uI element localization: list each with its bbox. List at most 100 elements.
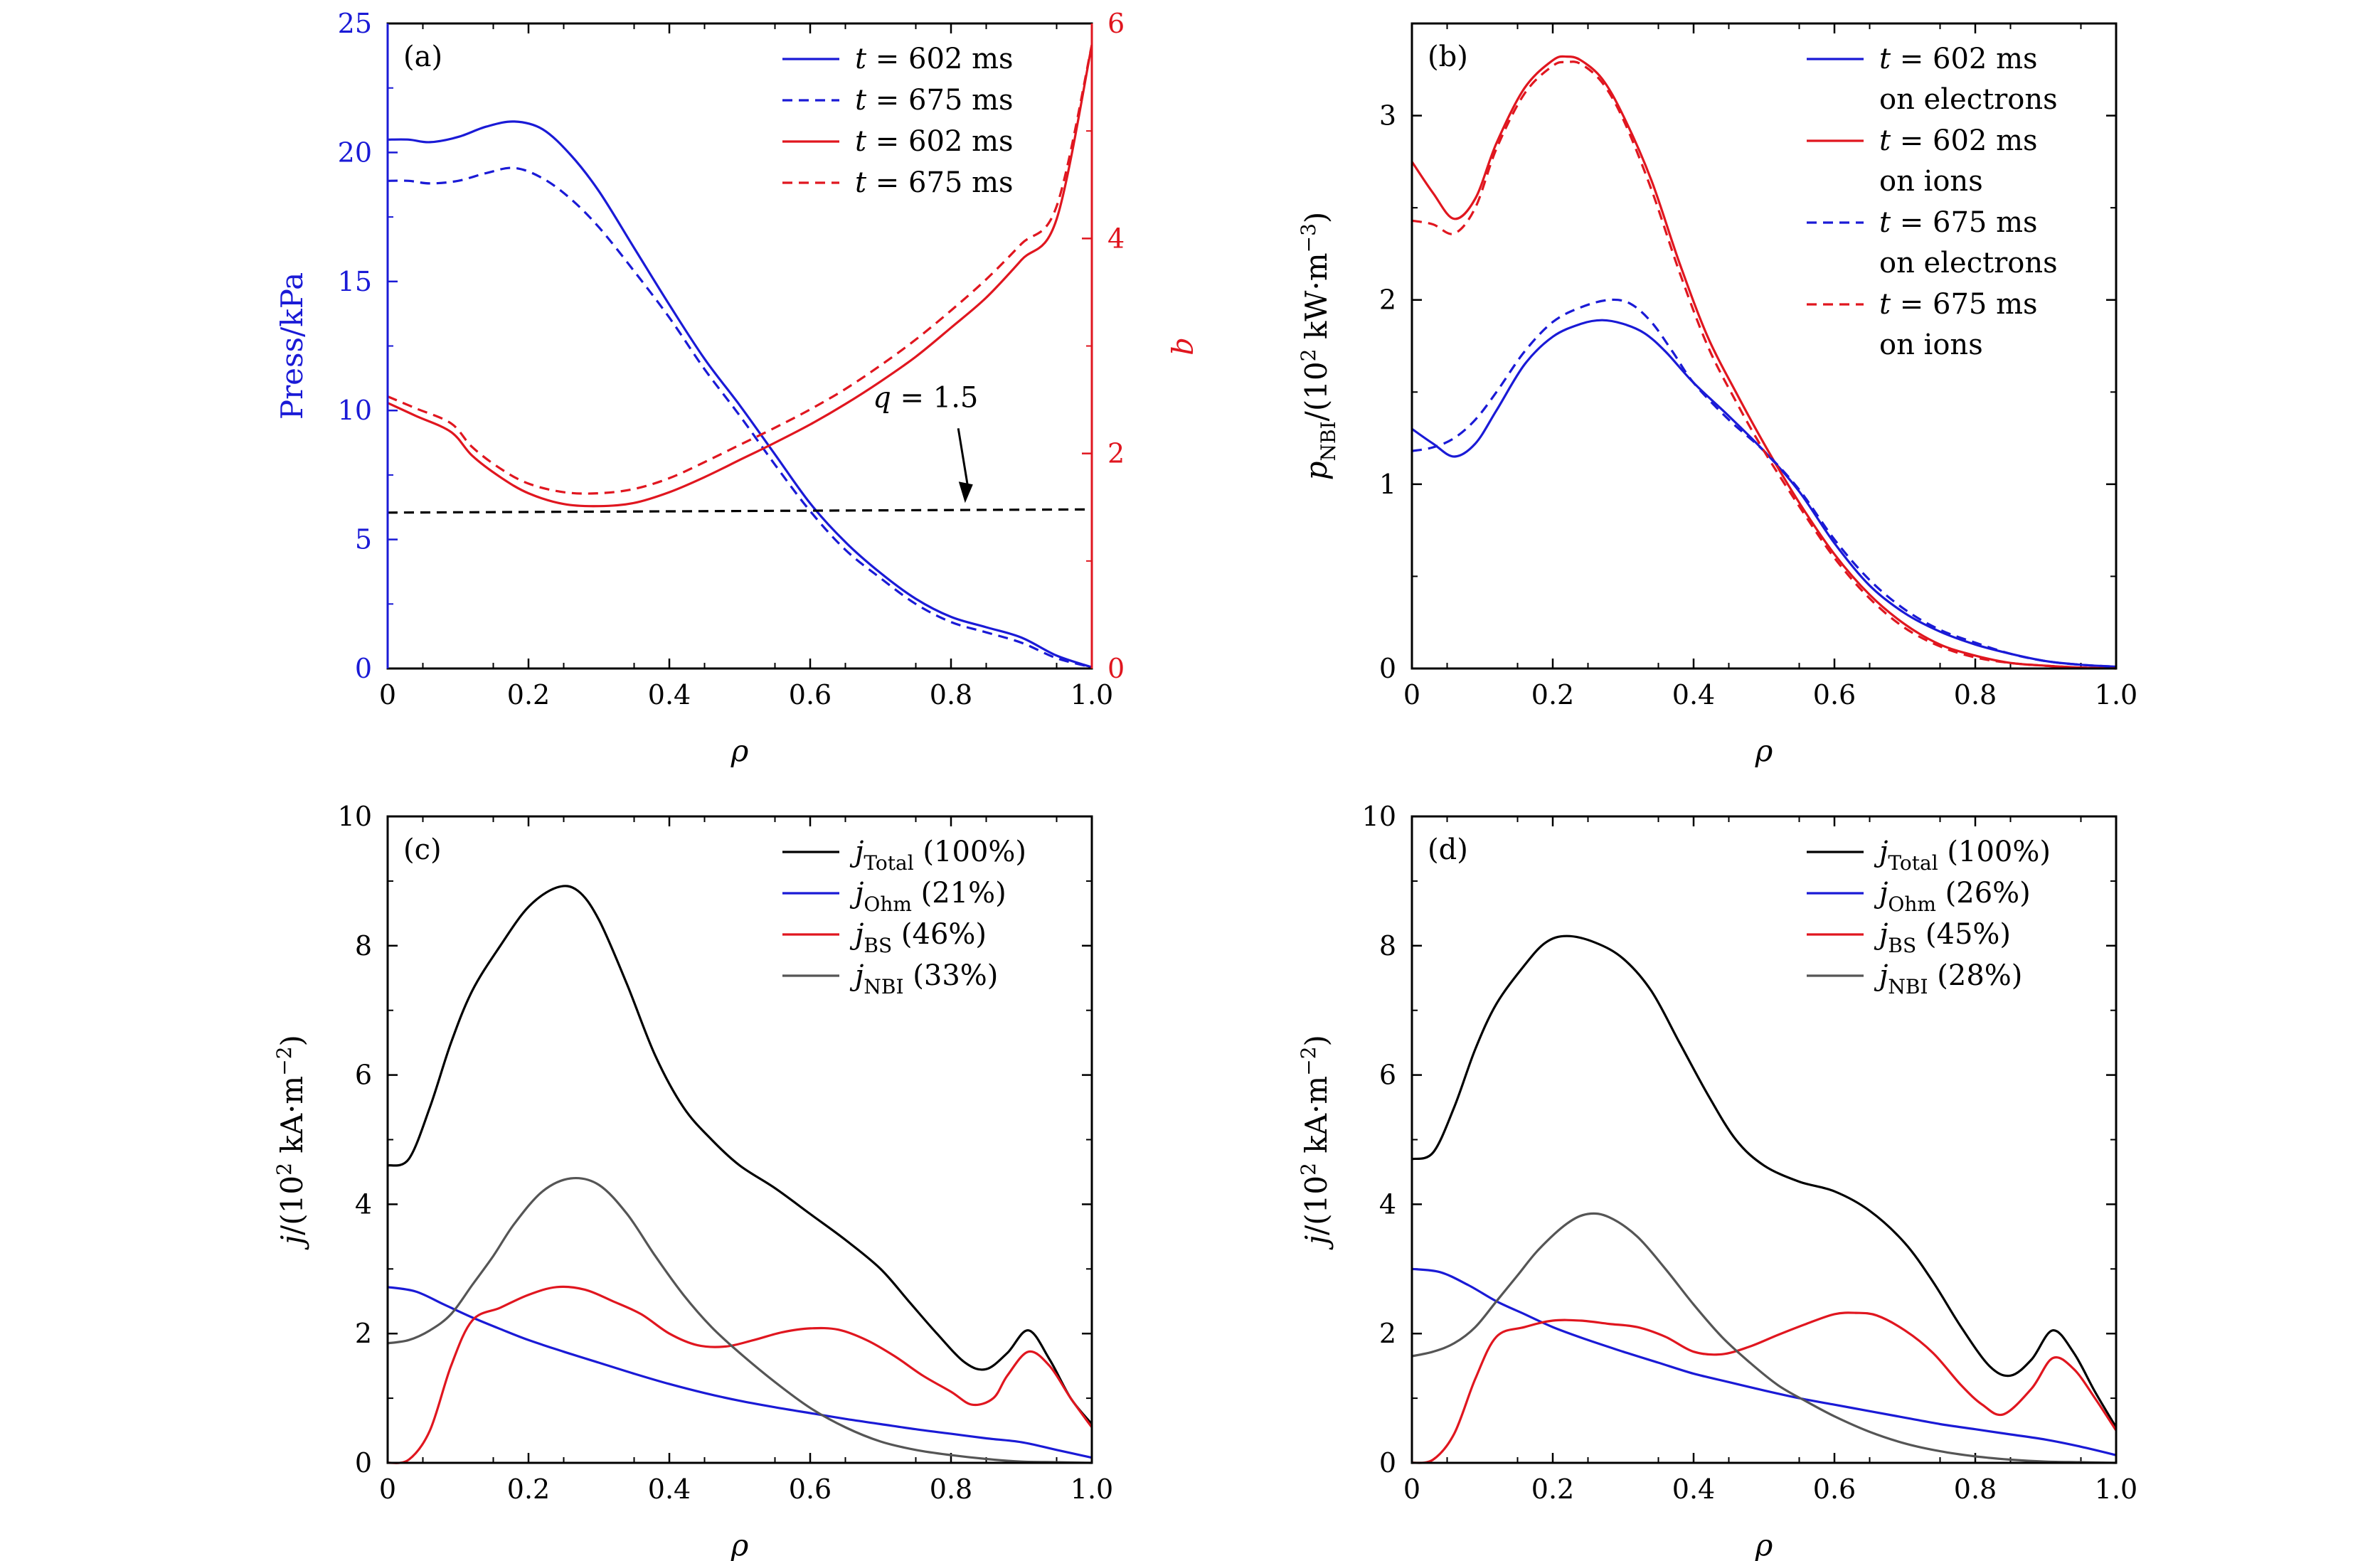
y-tick-label: 0	[355, 653, 372, 684]
legend-text: (46%)	[892, 918, 987, 951]
x-tick-label: 0.4	[1672, 1474, 1715, 1505]
legend-var: t	[855, 166, 867, 199]
legend-label: jOhm (26%)	[1874, 877, 2031, 916]
panel-label: (b)	[1428, 41, 1468, 73]
legend-text: = 602 ms	[1891, 124, 2037, 157]
legend-sub: BS	[1888, 934, 1916, 957]
legend-var: j	[1874, 959, 1888, 992]
y-tick-label: 8	[355, 930, 372, 961]
y-label-text: )	[275, 1035, 309, 1046]
legend-text: (100%)	[914, 836, 1026, 868]
x-tick-label: 0.2	[1531, 1474, 1574, 1505]
y-label-var: j	[275, 1235, 309, 1250]
y-tick-label: 10	[338, 395, 372, 426]
legend-label: t = 602 ms	[1879, 43, 2038, 75]
legend-label-line2: on electrons	[1879, 83, 2058, 116]
y-tick-label: 0	[1379, 1447, 1396, 1479]
y-label-sub: NBI	[1317, 421, 1340, 461]
legend-sub: Total	[864, 851, 913, 875]
y-label-text: )	[1299, 1035, 1334, 1046]
x-tick-label: 0.8	[930, 1474, 972, 1505]
x-tick-label: 0.6	[789, 679, 832, 710]
panel-label: (a)	[403, 41, 442, 73]
series-line-3	[1411, 298, 2117, 668]
legend-var: t	[1879, 206, 1891, 239]
plot-frame	[386, 815, 1093, 1464]
y-tick-label: 15	[338, 266, 372, 297]
y-label-text: /(10	[1299, 361, 1334, 421]
legend-label: t = 602 ms	[855, 43, 1014, 75]
y-tick-label: 2	[1379, 1318, 1396, 1349]
series-line-1	[387, 120, 1093, 668]
y-tick-label: 10	[1362, 801, 1396, 832]
y-tick-label: 6	[1379, 1060, 1396, 1091]
legend-label: t = 675 ms	[1879, 288, 2038, 321]
y-label-text: kA·m	[1299, 1076, 1334, 1163]
series-line-1	[1411, 934, 2118, 1428]
legend-label: t = 675 ms	[1879, 206, 2038, 239]
y-tick-label: 5	[355, 524, 372, 555]
legend-text: (26%)	[1936, 877, 2031, 910]
legend-var: j	[1874, 877, 1888, 910]
legend-label: t = 602 ms	[1879, 124, 2038, 157]
y-label-sup: −2	[272, 1046, 296, 1075]
y-axis-label: pNBI/(102 kW·m−3)	[1297, 212, 1340, 481]
legend-label: jBS (45%)	[1874, 918, 2011, 957]
series-line-1	[1411, 319, 2117, 668]
y-label-sup: 2	[272, 1163, 296, 1176]
series-line-4	[387, 1177, 1093, 1464]
x-tick-label: 1.0	[2095, 1474, 2137, 1505]
series-line-3	[1411, 1311, 2118, 1464]
y-label-text: /(10	[1299, 1176, 1334, 1235]
legend-sub: NBI	[864, 975, 903, 998]
series-line-4	[387, 44, 1093, 495]
y-tick-label: 8	[1379, 930, 1396, 961]
y-axis-label: j/(102 kA·m−2)	[1297, 1035, 1334, 1250]
y-right-axis-label: q	[1170, 336, 1205, 356]
legend-label: jNBI (28%)	[1874, 959, 2022, 998]
y-right-tick-label: 4	[1107, 223, 1125, 254]
legend-var: t	[855, 84, 867, 117]
legend-sub: Ohm	[864, 893, 912, 916]
annotation-var: q	[873, 381, 891, 414]
x-tick-label: 1.0	[1071, 1474, 1113, 1505]
y-tick-label: 10	[338, 801, 372, 832]
y-tick-label: 4	[1379, 1188, 1396, 1220]
x-tick-label: 0.6	[1813, 679, 1856, 710]
plot-frame	[1411, 815, 2118, 1464]
legend-sub: Ohm	[1888, 893, 1936, 916]
y-label-sup: −3	[1297, 223, 1320, 252]
series-line-1	[387, 885, 1093, 1425]
legend-text: (28%)	[1928, 959, 2023, 992]
y-tick-label: 20	[338, 137, 372, 168]
y-axis-label: j/(102 kA·m−2)	[272, 1035, 309, 1250]
y-tick-label: 25	[338, 8, 372, 39]
x-tick-label: 0.4	[1672, 679, 1715, 710]
legend-label: jBS (46%)	[849, 918, 987, 957]
annotation-arrow-head	[958, 481, 973, 504]
x-tick-label: 0	[1403, 1474, 1420, 1505]
x-tick-label: 0.2	[507, 679, 550, 710]
annotation-value: = 1.5	[891, 381, 979, 414]
series-line-2	[1411, 1267, 2117, 1456]
legend-var: j	[849, 959, 864, 992]
series-line-2	[387, 1286, 1093, 1459]
legend-text: (33%)	[904, 959, 999, 992]
y-label-text: /(10	[275, 1176, 309, 1235]
y-tick-label: 4	[355, 1188, 372, 1220]
legend-var: j	[1874, 836, 1888, 868]
x-tick-label: 0.2	[1531, 679, 1574, 710]
legend-var: t	[1879, 288, 1891, 321]
series-line-5	[387, 508, 1093, 514]
legend-text: = 675 ms	[866, 84, 1013, 117]
x-tick-label: 0	[379, 679, 396, 710]
annotation-text: q = 1.5	[873, 381, 978, 414]
series-line-2	[387, 166, 1093, 668]
legend-text: = 602 ms	[866, 125, 1013, 158]
legend-sub: NBI	[1888, 975, 1928, 998]
series-line-3	[387, 44, 1093, 508]
x-tick-label: 0.8	[1954, 1474, 1997, 1505]
